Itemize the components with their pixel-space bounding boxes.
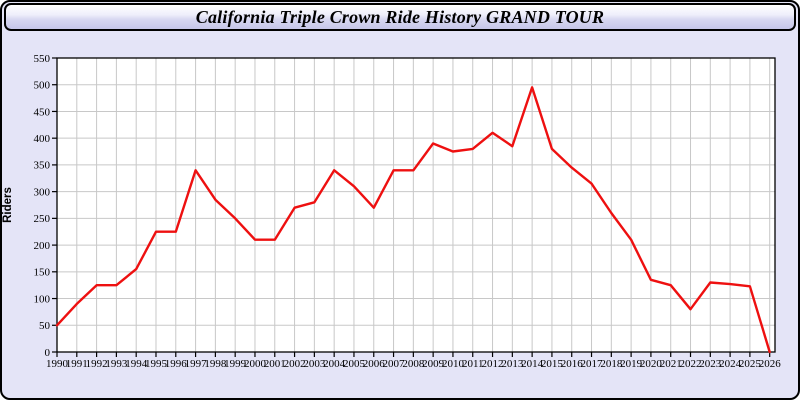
y-tick-label: 350 (34, 160, 51, 172)
riders-series-line (55, 86, 771, 354)
y-axis-title: Riders (2, 187, 14, 223)
x-tick-label: 2008 (402, 358, 425, 370)
y-tick-label: 0 (45, 347, 51, 359)
x-tick-label: 2001 (264, 358, 286, 370)
x-tick-label: 2020 (640, 358, 663, 370)
x-tick-label: 2018 (600, 358, 623, 370)
x-tick-label: 2012 (482, 358, 504, 370)
y-tick-label: 200 (34, 240, 51, 252)
x-tick-label: 2004 (323, 358, 346, 370)
x-tick-label: 2005 (343, 358, 366, 370)
x-tick-label: 1992 (86, 358, 108, 370)
x-tick-label: 2021 (660, 358, 682, 370)
x-tick-label: 2002 (284, 358, 306, 370)
y-tick-label: 150 (34, 267, 51, 279)
y-tick-label: 550 (34, 53, 51, 65)
y-tick-label: 450 (34, 106, 51, 118)
x-tick-label: 1999 (224, 358, 247, 370)
y-tick-label: 500 (34, 80, 51, 92)
plot-area (57, 58, 775, 352)
x-tick-label: 1997 (185, 358, 208, 370)
x-tick-label: 2014 (521, 358, 544, 370)
x-tick-label: 1995 (145, 358, 168, 370)
x-tick-label: 2024 (719, 358, 742, 370)
page-title: California Triple Crown Ride History GRA… (195, 6, 605, 27)
plot-border (56, 57, 776, 353)
x-tick-label: 2017 (581, 358, 604, 370)
x-tick-label: 2025 (739, 358, 762, 370)
x-tick-label: 1990 (46, 358, 69, 370)
x-tick-label: 1996 (165, 358, 188, 370)
x-tick-label: 2003 (303, 358, 326, 370)
x-tick-label: 2019 (620, 358, 643, 370)
title-bar: California Triple Crown Ride History GRA… (4, 3, 796, 31)
x-tick-label: 2006 (363, 358, 386, 370)
x-tick-label: 1994 (125, 358, 148, 370)
x-tick-label: 2009 (422, 358, 445, 370)
x-tick-label: 2013 (501, 358, 524, 370)
x-tick-label: 2023 (699, 358, 722, 370)
x-tick-label: 2000 (244, 358, 267, 370)
x-tick-label: 2011 (462, 358, 484, 370)
x-tick-label: 2022 (680, 358, 702, 370)
x-tick-label: 2026 (759, 358, 782, 370)
y-tick-label: 300 (34, 186, 51, 198)
y-tick-label: 400 (34, 133, 51, 145)
x-tick-label: 2015 (541, 358, 564, 370)
y-tick-label: 50 (39, 320, 51, 332)
x-tick-label: 2016 (561, 358, 584, 370)
x-tick-label: 2010 (442, 358, 465, 370)
x-tick-label: 2007 (383, 358, 406, 370)
y-tick-label: 100 (34, 293, 51, 305)
x-tick-label: 1993 (105, 358, 128, 370)
x-tick-label: 1991 (66, 358, 88, 370)
y-tick-label: 250 (34, 213, 51, 225)
x-tick-label: 1998 (204, 358, 227, 370)
